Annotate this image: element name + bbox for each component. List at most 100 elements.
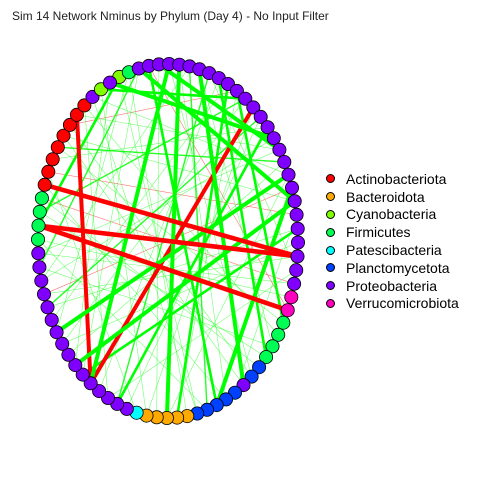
positive-edge — [217, 76, 268, 359]
network-node — [276, 315, 291, 330]
network-node — [266, 131, 281, 146]
network-node — [31, 246, 46, 261]
network-node — [34, 273, 49, 288]
legend-item: Patescibacteria — [326, 241, 459, 259]
legend-item: Firmicutes — [326, 223, 459, 241]
positive-edge — [54, 172, 291, 335]
legend-label: Verrucomicrobiota — [346, 295, 459, 312]
positive-edge — [88, 62, 172, 386]
positive-edge — [84, 105, 109, 399]
legend-item: Proteobacteria — [326, 277, 459, 295]
network-node — [290, 221, 305, 236]
positive-edge — [63, 135, 296, 202]
network-node — [37, 287, 52, 302]
network-node — [260, 120, 275, 135]
legend-swatch — [326, 227, 335, 237]
positive-edge — [46, 116, 262, 308]
network-node — [259, 350, 274, 365]
network-node — [289, 207, 304, 222]
edge-layer — [36, 62, 300, 420]
legend-label: Cyanobacteria — [346, 206, 437, 223]
legend-swatch — [326, 245, 335, 255]
network-node — [69, 107, 84, 122]
network-node — [62, 117, 77, 132]
legend-item: Bacteroidota — [326, 188, 459, 206]
positive-edge — [39, 211, 267, 358]
network-node — [41, 164, 56, 179]
positive-edge — [37, 239, 208, 411]
network-node — [284, 290, 299, 305]
legend-label: Patescibacteria — [346, 242, 442, 259]
network-node — [77, 98, 92, 113]
legend-label: Actinobacteriota — [346, 170, 447, 187]
network-node — [244, 369, 259, 384]
network-node — [75, 367, 90, 382]
network-node — [31, 218, 46, 233]
legend-label: Proteobacteria — [346, 277, 438, 294]
network-node — [49, 325, 64, 340]
legend-swatch — [326, 174, 335, 184]
network-node — [287, 194, 302, 209]
network-node — [272, 142, 287, 157]
network-node — [56, 128, 71, 143]
network-node — [277, 154, 292, 169]
positive-edge — [51, 83, 229, 321]
legend-swatch — [326, 281, 335, 291]
network-node — [30, 232, 45, 247]
network-node — [265, 339, 280, 354]
legend-label: Firmicutes — [346, 224, 411, 241]
network-node — [246, 100, 261, 115]
network-node — [103, 75, 118, 90]
network-node — [280, 303, 295, 318]
positive-edge — [197, 67, 246, 388]
negative-edge — [42, 182, 300, 259]
network-node — [83, 376, 98, 391]
network-node — [287, 276, 302, 291]
positive-edge — [61, 98, 246, 345]
positive-edge — [82, 68, 140, 375]
network-node — [37, 177, 52, 192]
legend-swatch — [326, 192, 335, 202]
positive-edge — [168, 63, 252, 377]
network-node — [252, 360, 267, 375]
positive-edge — [119, 76, 198, 414]
network-node — [281, 167, 296, 182]
negative-edge — [74, 112, 93, 386]
positive-edge — [63, 135, 244, 386]
legend-swatch — [326, 298, 335, 308]
node-layer — [30, 57, 305, 425]
network-node — [45, 152, 60, 167]
positive-edge — [73, 199, 297, 368]
positive-edge — [115, 125, 269, 406]
positive-edge — [38, 67, 140, 268]
positive-edge — [47, 171, 137, 414]
legend-item: Verrucomicrobiota — [326, 295, 459, 313]
legend-item: Planctomycetota — [326, 259, 459, 277]
negative-edge — [47, 171, 297, 216]
network-node — [44, 312, 59, 327]
legend-label: Planctomycetota — [346, 259, 450, 276]
positive-edge — [166, 174, 289, 419]
network-node — [290, 235, 305, 250]
legend-swatch — [326, 209, 335, 219]
positive-edge — [40, 66, 190, 282]
positive-edge — [37, 149, 280, 254]
negative-edge — [36, 223, 300, 259]
legend-swatch — [326, 263, 335, 273]
positive-edge — [147, 64, 218, 407]
network-node — [55, 336, 70, 351]
chart-title: Sim 14 Network Nminus by Phylum (Day 4) … — [12, 9, 329, 23]
network-node — [32, 204, 47, 219]
positive-edge — [92, 96, 198, 414]
network-node — [68, 358, 83, 373]
positive-edge — [75, 82, 111, 366]
legend-label: Bacteroidota — [346, 188, 425, 205]
network-node — [238, 91, 253, 106]
positive-edge — [69, 124, 252, 377]
positive-edge — [92, 96, 289, 175]
network-node — [253, 109, 268, 124]
legend-item: Actinobacteriota — [326, 170, 459, 188]
network-node — [40, 300, 55, 315]
network-node — [271, 327, 286, 342]
